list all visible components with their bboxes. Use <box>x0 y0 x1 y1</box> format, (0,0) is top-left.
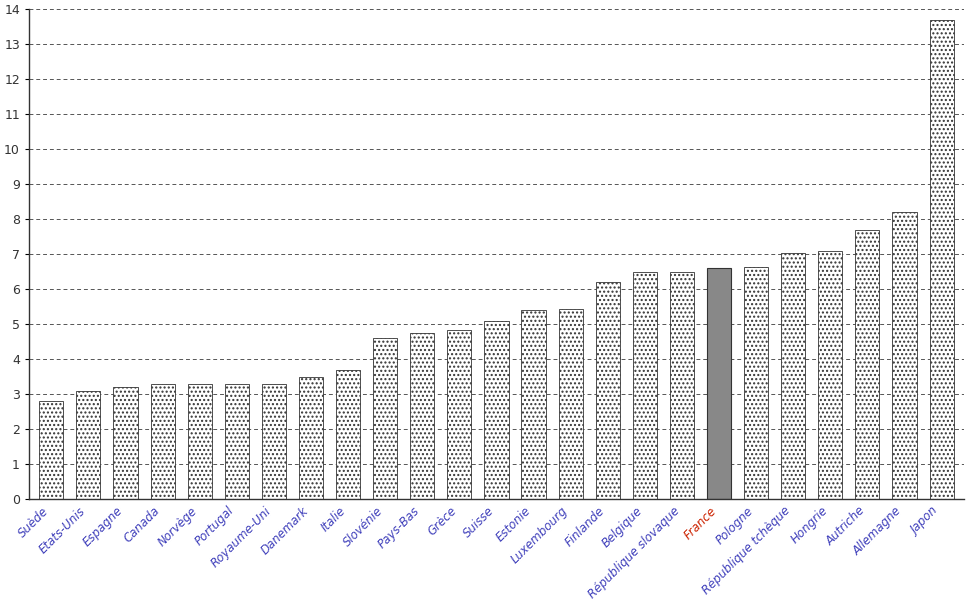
Bar <box>188 384 212 500</box>
Bar <box>113 387 137 500</box>
Bar <box>929 20 953 500</box>
Bar <box>559 309 583 500</box>
Bar <box>373 338 397 500</box>
Bar <box>40 401 63 500</box>
Bar <box>410 333 435 500</box>
Bar <box>818 251 842 500</box>
Bar <box>151 384 174 500</box>
Bar <box>670 272 694 500</box>
Bar <box>484 321 508 500</box>
Bar <box>76 391 101 500</box>
Bar <box>856 230 880 500</box>
Bar <box>595 283 620 500</box>
Bar <box>447 330 471 500</box>
Bar <box>707 269 731 500</box>
Bar <box>261 384 286 500</box>
Bar <box>299 377 323 500</box>
Bar <box>892 212 917 500</box>
Bar <box>781 252 805 500</box>
Bar <box>633 272 657 500</box>
Bar <box>522 310 546 500</box>
Bar <box>336 370 360 500</box>
Bar <box>225 384 249 500</box>
Bar <box>744 267 769 500</box>
